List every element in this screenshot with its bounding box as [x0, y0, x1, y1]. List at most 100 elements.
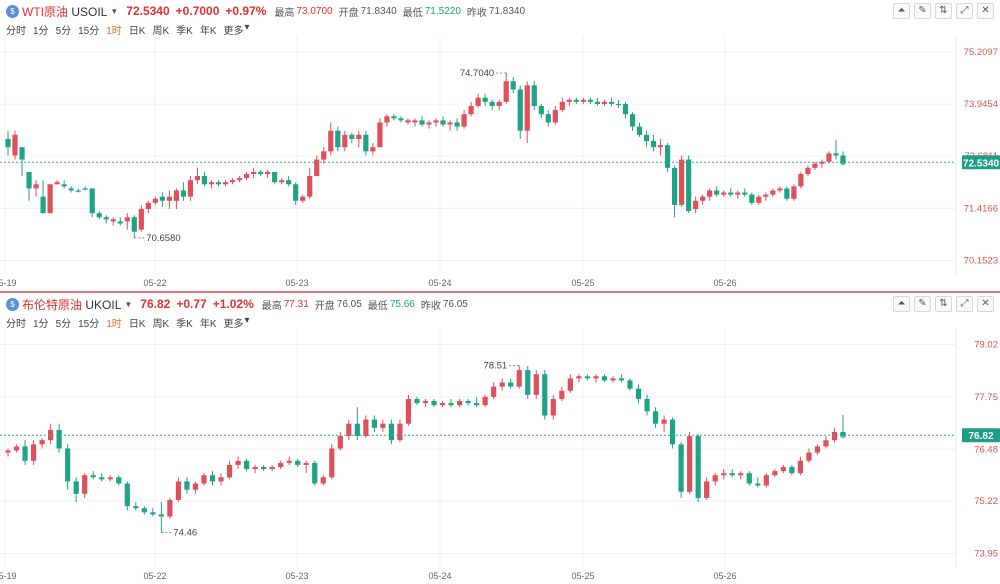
candle-body [721, 473, 727, 476]
candle-body [384, 116, 390, 123]
candle-body [218, 477, 224, 482]
symbol-selector[interactable]: 布伦特原油 UKOIL [22, 296, 121, 313]
brent-candlestick-chart[interactable]: 05-19 05-22 05-23 05-24 05-25 05-26 79.02 77.75… [0, 293, 1000, 584]
candle-body [468, 105, 474, 115]
candle-body [622, 103, 629, 115]
candle-body [398, 118, 404, 121]
candle-body [814, 446, 821, 453]
x-tick-label: 05-19 [0, 278, 17, 288]
candle-body [559, 390, 565, 399]
candle-body [419, 120, 425, 125]
close-icon[interactable]: ✕ [977, 296, 994, 312]
chevron-down-icon[interactable]: ▼ [124, 299, 133, 309]
timeframe-6[interactable]: 周K [152, 319, 170, 330]
timeframe-3[interactable]: 15分 [78, 319, 100, 330]
candle-body [5, 450, 11, 453]
wti-candlestick-chart[interactable]: 05-19 05-22 05-23 05-24 05-25 05-26 75.2097 73.… [0, 0, 1000, 291]
settings-toggle-icon[interactable]: ⇅ [935, 296, 952, 312]
settings-toggle-icon[interactable]: ⇅ [935, 3, 952, 19]
stat-value-prev-close: 71.8340 [488, 5, 526, 17]
chevron-down-icon[interactable]: ▼ [110, 6, 119, 16]
wti-panel: $ WTI原油 USOIL ▼ 72.5340 +0.7000 +0.97% 最… [0, 0, 1000, 291]
chevron-down-icon[interactable]: ▾ [244, 22, 250, 33]
timeframe-4[interactable]: 1时 [106, 26, 122, 37]
chart-type-icon[interactable]: ⏶ [893, 3, 910, 19]
close-icon[interactable]: ✕ [977, 3, 994, 19]
candle-body [491, 386, 497, 397]
panel-divider[interactable] [0, 291, 1000, 293]
timeframe-4[interactable]: 1时 [106, 319, 122, 330]
timeframe-2[interactable]: 5分 [55, 319, 72, 330]
x-tick-label: 05-26 [713, 571, 736, 581]
timeframe-6[interactable]: 周K [152, 26, 170, 37]
timeframe-7[interactable]: 季K [176, 319, 193, 330]
x-tick-label: 05-23 [285, 278, 308, 288]
candle-body [307, 176, 313, 197]
chart-type-icon[interactable]: ⏶ [893, 296, 910, 312]
candle-body [300, 196, 306, 201]
x-tick-label: 05-22 [143, 571, 166, 581]
candle-body [456, 401, 463, 406]
candle-body [601, 376, 608, 381]
x-tick-label: 05-24 [428, 571, 451, 581]
draw-pen-icon[interactable]: ✎ [914, 3, 931, 19]
candle-body [269, 466, 275, 470]
candle-body [107, 477, 113, 480]
timeframe-1[interactable]: 1分 [33, 26, 49, 37]
timeframe-2[interactable]: 5分 [55, 26, 72, 37]
timeframe-1[interactable]: 1分 [33, 319, 49, 330]
timeframe-bar: 分时 1分 5分 15分 1时 日K 周K 季K 年K 更多 ▾ [6, 22, 257, 37]
candle-body [371, 419, 377, 428]
timeframe-0[interactable]: 分时 [6, 319, 26, 330]
candle-body [363, 134, 369, 152]
high-label: 78.51 [483, 361, 507, 372]
candle-body [517, 89, 523, 131]
timeframe-8[interactable]: 年K [199, 26, 217, 37]
candle-body [545, 114, 551, 123]
candle-body [208, 182, 215, 185]
candle-body [342, 134, 348, 148]
y-tick-label: 71.4166 [964, 203, 998, 214]
candle-body [516, 370, 522, 387]
candle-body [791, 186, 797, 199]
stat-label-high: 最高 [274, 7, 295, 19]
timeframe-5[interactable]: 日K [128, 26, 146, 37]
candle-body [635, 388, 642, 399]
candle-body [503, 81, 509, 102]
candle-body [414, 398, 420, 404]
timeframe-0[interactable]: 分时 [6, 26, 26, 37]
candle-body [354, 423, 360, 437]
expand-icon[interactable]: ⤢ [956, 296, 973, 312]
symbol-name: 布伦特原油 [22, 297, 83, 312]
timeframe-8[interactable]: 年K [199, 319, 217, 330]
candle-body [746, 473, 752, 484]
stat-label-high: 最高 [261, 300, 282, 312]
expand-icon[interactable]: ⤢ [956, 3, 973, 19]
candle-body [644, 398, 650, 412]
candle-body [584, 376, 590, 379]
candle-body [261, 466, 267, 470]
symbol-selector[interactable]: WTI原油 USOIL [22, 3, 107, 20]
timeframe-5[interactable]: 日K [128, 319, 146, 330]
timeframe-9[interactable]: 更多 [223, 26, 244, 37]
candle-body [669, 419, 676, 445]
candle-body [138, 209, 144, 230]
candle-body [426, 122, 432, 125]
candle-body [295, 460, 301, 465]
chevron-down-icon[interactable]: ▾ [244, 315, 250, 326]
timeframe-9[interactable]: 更多 [223, 319, 244, 330]
candle-body [329, 448, 335, 478]
timeframe-3[interactable]: 15分 [78, 26, 100, 37]
candle-body [538, 105, 544, 115]
candle-body [250, 171, 257, 174]
draw-pen-icon[interactable]: ✎ [914, 296, 931, 312]
y-tick-label: 77.75 [974, 392, 998, 403]
candle-body [679, 159, 685, 205]
candle-body [380, 423, 386, 428]
stat-label-open: 开盘 [314, 300, 335, 312]
candle-body [594, 101, 601, 104]
candle-body [131, 217, 137, 232]
candle-body [797, 460, 803, 474]
timeframe-7[interactable]: 季K [176, 26, 193, 37]
stat-value-prev-close: 76.05 [442, 298, 468, 310]
